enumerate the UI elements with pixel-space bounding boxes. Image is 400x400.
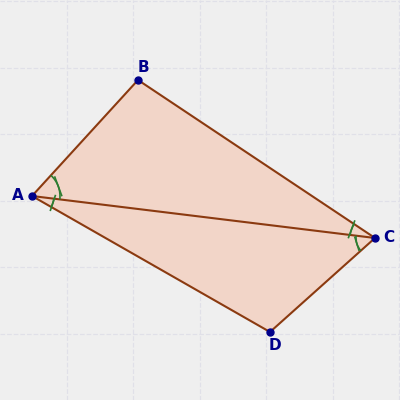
Text: B: B xyxy=(137,60,149,76)
Text: C: C xyxy=(384,230,394,246)
Text: A: A xyxy=(12,188,24,204)
Polygon shape xyxy=(32,80,375,332)
Text: D: D xyxy=(269,338,281,354)
